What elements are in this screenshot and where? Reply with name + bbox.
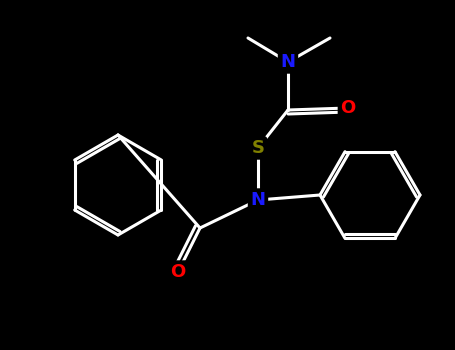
Text: O: O bbox=[340, 99, 356, 117]
Text: N: N bbox=[280, 53, 295, 71]
Text: N: N bbox=[251, 191, 266, 209]
Text: O: O bbox=[170, 263, 186, 281]
Text: S: S bbox=[252, 139, 264, 157]
